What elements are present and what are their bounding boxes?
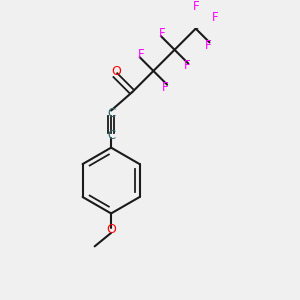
Text: C: C bbox=[107, 129, 115, 142]
Text: F: F bbox=[184, 59, 190, 72]
Text: F: F bbox=[212, 11, 219, 24]
Text: F: F bbox=[192, 0, 199, 13]
Text: O: O bbox=[106, 224, 116, 236]
Text: C: C bbox=[107, 107, 115, 120]
Text: F: F bbox=[159, 27, 166, 40]
Text: F: F bbox=[205, 39, 211, 52]
Text: O: O bbox=[111, 65, 121, 78]
Text: F: F bbox=[138, 48, 145, 61]
Text: F: F bbox=[162, 81, 169, 94]
